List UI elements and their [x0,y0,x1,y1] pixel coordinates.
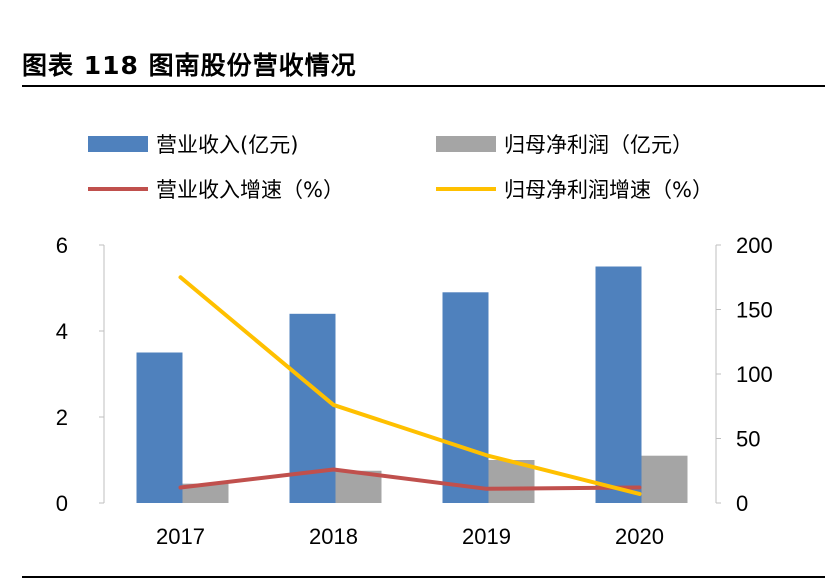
legend-label-0: 营业收入(亿元) [156,133,298,157]
left-tick-label: 4 [56,319,68,344]
left-axis: 0 2 4 6 [56,233,105,516]
right-tick-label: 50 [736,427,760,452]
revenue-bar-2020 [595,266,642,503]
x-tick-label-2020: 2020 [615,524,664,549]
net-profit-growth-line [178,275,642,496]
bars [136,266,688,503]
right-axis: 0 50 100 150 200 [715,233,773,516]
legend: 营业收入(亿元) 归母净利润（亿元） 营业收入增速（%） 归母净利润增速（%） [88,133,713,202]
revenue-growth-line [178,467,642,491]
right-tick-label: 200 [736,233,773,258]
revenue-bar-2019 [442,292,489,503]
x-tick-label-2018: 2018 [309,524,358,549]
title-divider [22,85,825,87]
x-axis: 2017 2018 2019 2020 [156,524,664,549]
legend-label-2: 营业收入增速（%） [156,178,344,202]
right-tick-label: 100 [736,362,773,387]
legend-swatch-1 [436,136,496,152]
right-tick-label: 150 [736,298,773,323]
net-profit-bar-2020 [641,455,688,503]
left-tick-label: 2 [56,405,68,430]
left-tick-label: 6 [56,233,68,258]
lines [178,275,642,496]
x-tick-label-2017: 2017 [156,524,205,549]
legend-swatch-0 [88,136,148,152]
figure-title: 图表 118 图南股份营收情况 [22,51,357,80]
right-tick-label: 0 [736,491,748,516]
legend-label-1: 归母净利润（亿元） [504,133,693,157]
left-tick-label: 0 [56,491,68,516]
revenue-bar-2017 [136,352,183,503]
bottom-divider [22,576,825,578]
legend-label-3: 归母净利润增速（%） [504,178,713,202]
x-tick-label-2019: 2019 [462,524,511,549]
net-profit-bar-2017 [182,483,229,503]
